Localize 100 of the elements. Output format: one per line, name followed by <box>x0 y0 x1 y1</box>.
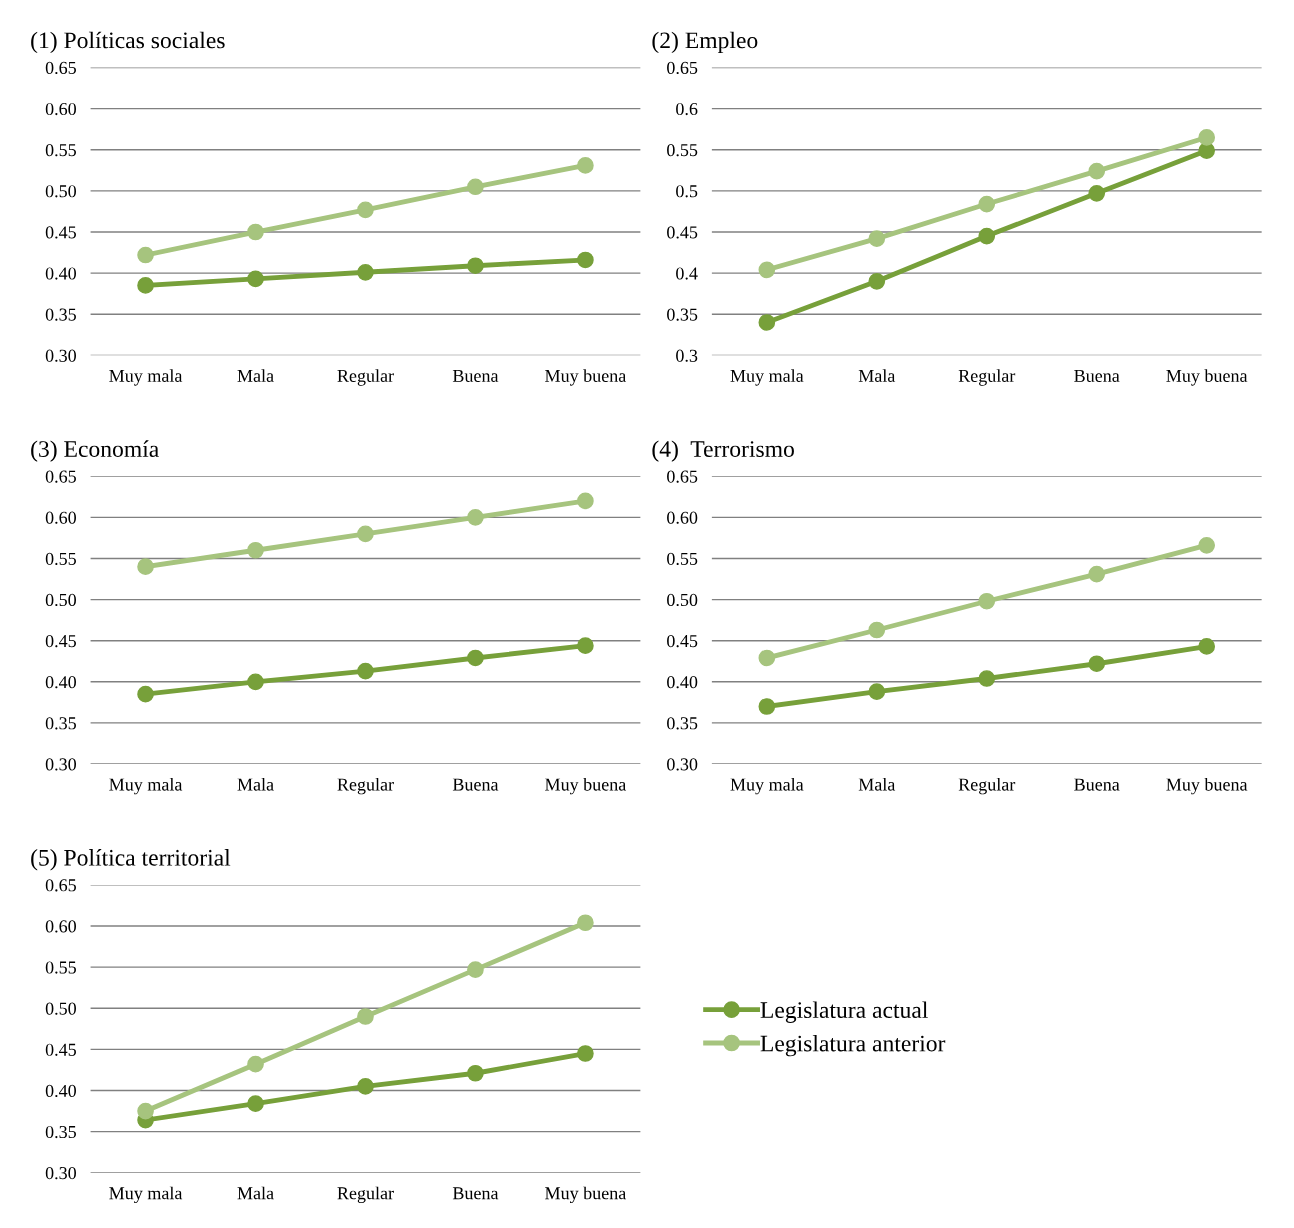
y-tick-label: 0.50 <box>45 1002 76 1015</box>
y-tick-label: 0.50 <box>45 185 76 198</box>
y-tick-label: 0.45 <box>667 226 698 239</box>
y-tick-label: 0.55 <box>667 552 698 565</box>
x-tick-label: Buena <box>452 778 499 791</box>
y-tick-label: 0.65 <box>667 61 698 75</box>
x-tick-label: Buena <box>452 369 499 382</box>
y-tick-label: 0.4 <box>676 267 698 280</box>
point <box>1198 536 1216 554</box>
point <box>758 314 776 331</box>
chart-title: (3) Economía <box>31 440 159 462</box>
x-tick-label: Regular <box>337 777 394 795</box>
x-tick-label: Regular <box>958 777 1016 795</box>
point <box>467 509 484 526</box>
point <box>978 227 996 245</box>
y-tick-label: 0.55 <box>667 144 698 157</box>
x-tick-label: Regular <box>958 369 1016 386</box>
y-tick-label: 0.45 <box>45 1043 76 1056</box>
y-tick-label: 0.40 <box>667 676 698 689</box>
point <box>137 246 154 264</box>
chart-title: (4) Terrorismo <box>652 440 794 462</box>
x-tick-label: Mala <box>237 1186 274 1200</box>
x-tick-label: Muy mala <box>109 1186 183 1204</box>
y-tick-label: 0.60 <box>667 511 698 524</box>
point <box>1198 129 1216 146</box>
point <box>978 592 996 610</box>
point <box>137 685 154 703</box>
point <box>758 649 776 667</box>
point <box>978 670 996 687</box>
point <box>1198 638 1216 655</box>
x-tick-label: Mala <box>237 369 274 382</box>
point <box>577 157 594 174</box>
x-tick-label: Muy buena <box>1166 777 1248 795</box>
point <box>467 178 484 196</box>
point <box>577 251 594 269</box>
y-tick-label: 0.35 <box>667 717 698 730</box>
x-tick-label: Muy mala <box>109 369 183 386</box>
x-tick-label: Muy buena <box>545 369 627 386</box>
point <box>247 1095 264 1112</box>
x-tick-label: Buena <box>1074 369 1120 382</box>
x-tick-label: Buena <box>1074 778 1120 791</box>
point <box>247 673 264 691</box>
point <box>137 277 154 294</box>
y-tick-label: 0.50 <box>667 593 698 607</box>
point <box>868 230 886 247</box>
point <box>357 201 374 219</box>
x-tick-label: Muy buena <box>1166 369 1248 386</box>
chart-title: (5) Política territorial <box>31 849 231 871</box>
x-tick-label: Mala <box>858 369 896 382</box>
x-tick-label: Buena <box>452 1187 499 1200</box>
point <box>357 662 374 680</box>
y-tick-label: 0.30 <box>45 758 76 771</box>
y-tick-label: 0.65 <box>45 470 76 483</box>
point <box>137 558 154 576</box>
y-tick-label: 0.40 <box>45 267 76 280</box>
chart-title: (1) Políticas sociales <box>31 31 225 54</box>
point <box>1088 162 1106 180</box>
y-tick-label: 0.40 <box>45 1084 76 1098</box>
point <box>247 270 264 288</box>
point <box>978 195 996 213</box>
point <box>357 525 374 543</box>
point <box>1088 655 1106 673</box>
y-tick-label: 0.65 <box>45 879 76 892</box>
y-tick-label: 0.40 <box>45 676 76 689</box>
point <box>1088 565 1106 583</box>
point <box>467 649 484 667</box>
y-tick-label: 0.55 <box>45 961 76 974</box>
chart-title: (2) Empleo <box>652 31 758 54</box>
x-tick-label: Mala <box>858 777 896 791</box>
y-tick-label: 0.60 <box>45 920 76 933</box>
x-tick-label: Muy mala <box>730 369 804 386</box>
x-tick-label: Muy mala <box>730 777 804 795</box>
y-tick-label: 0.55 <box>45 552 76 565</box>
x-tick-label: Mala <box>237 777 274 791</box>
y-tick-label: 0.45 <box>45 226 76 239</box>
point <box>577 637 594 654</box>
point <box>247 541 264 559</box>
x-tick-label: Muy mala <box>109 777 183 795</box>
y-tick-label: 0.55 <box>45 144 76 157</box>
point <box>357 1008 374 1025</box>
point <box>1088 185 1106 202</box>
y-tick-label: 0.45 <box>45 634 76 648</box>
y-tick-label: 0.30 <box>45 349 76 362</box>
x-tick-label: Regular <box>337 369 394 386</box>
point <box>467 257 484 275</box>
y-tick-label: 0.6 <box>676 102 698 116</box>
point <box>758 698 776 715</box>
point <box>868 621 886 639</box>
legend-label: Legislatura anterior <box>760 1034 946 1057</box>
point <box>467 961 484 978</box>
y-tick-label: 0.60 <box>45 102 76 116</box>
y-tick-label: 0.35 <box>45 1125 76 1139</box>
y-tick-label: 0.65 <box>45 61 76 75</box>
y-tick-label: 0.45 <box>667 634 698 648</box>
y-tick-label: 0.60 <box>45 511 76 524</box>
point <box>467 1064 484 1082</box>
point <box>357 1078 374 1095</box>
point <box>247 1055 264 1073</box>
y-tick-label: 0.35 <box>45 717 76 730</box>
y-tick-label: 0.50 <box>45 593 76 607</box>
